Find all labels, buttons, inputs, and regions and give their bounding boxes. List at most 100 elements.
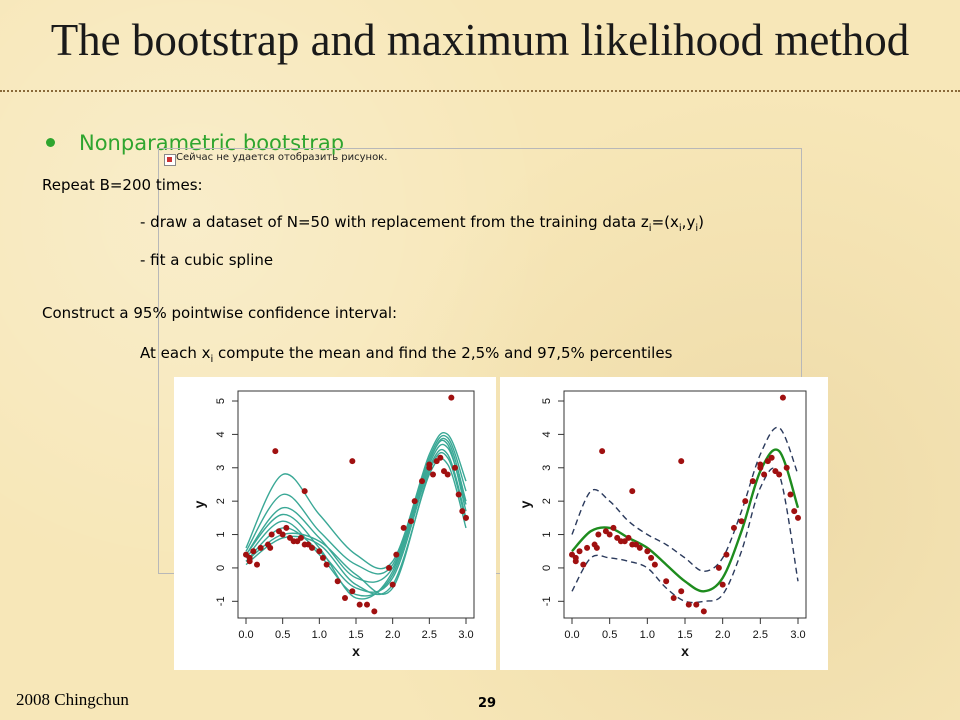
draw-line-comma: ,y xyxy=(681,213,696,231)
fit-line: - fit a cubic spline xyxy=(140,251,274,269)
data-point xyxy=(625,534,632,541)
x-tick-label: 1.5 xyxy=(348,629,363,641)
data-point xyxy=(700,608,707,615)
draw-line-mid: =(x xyxy=(651,213,679,231)
data-point xyxy=(268,531,275,538)
data-point xyxy=(757,461,764,468)
data-point xyxy=(452,464,458,471)
broken-image-icon xyxy=(164,154,176,166)
bullet-text: Nonparametric bootstrap xyxy=(79,131,345,155)
data-point xyxy=(246,554,253,561)
bootstrap-curve xyxy=(245,434,467,575)
data-point xyxy=(593,544,600,551)
data-point xyxy=(629,488,636,495)
y-tick-label: 1 xyxy=(541,531,553,537)
bootstrap-curve xyxy=(245,439,467,600)
data-point xyxy=(761,471,768,478)
data-point xyxy=(393,551,400,558)
data-point xyxy=(408,518,414,525)
data-point xyxy=(572,554,579,561)
data-point xyxy=(742,498,749,505)
data-point xyxy=(371,608,378,615)
bullet-dot-icon xyxy=(46,137,55,147)
bootstrap-curves-plot: 0.0 0.5 1.0 1.5 2.0 2.5 3.0 -1 0 1 2 3 4 5 x y xyxy=(174,377,496,670)
data-point xyxy=(463,514,469,521)
bootstrap-curve xyxy=(245,431,467,570)
data-point xyxy=(400,524,407,531)
x-tick-label: 3.0 xyxy=(458,629,473,641)
data-point xyxy=(444,471,451,478)
data-point xyxy=(254,561,260,568)
subscript-i: i xyxy=(695,223,699,234)
data-point xyxy=(250,548,257,555)
data-point xyxy=(580,561,587,568)
data-point xyxy=(316,548,323,555)
data-point xyxy=(776,471,783,478)
data-point xyxy=(430,471,436,478)
data-point xyxy=(663,578,670,585)
subscript-i: i xyxy=(648,223,652,234)
x-tick-label: 0.0 xyxy=(564,629,579,641)
data-point xyxy=(320,554,326,561)
repeat-line: Repeat B=200 times: xyxy=(42,176,203,194)
data-point xyxy=(455,491,462,498)
data-point xyxy=(693,601,700,608)
y-tick-label: 5 xyxy=(541,398,553,404)
x-tick-label: 1.5 xyxy=(677,629,692,641)
lower-confidence-curve xyxy=(571,467,799,604)
slide-title: The bootstrap and maximum likelihood met… xyxy=(50,15,910,65)
data-point xyxy=(606,531,613,538)
data-point xyxy=(678,458,685,465)
subscript-i: i xyxy=(678,223,682,234)
data-point xyxy=(610,524,617,531)
data-point xyxy=(389,581,396,588)
y-tick-label: -1 xyxy=(541,596,553,606)
data-point xyxy=(651,561,658,568)
y-tick-label: 0 xyxy=(541,565,553,571)
data-point xyxy=(257,544,264,551)
at-each-rest: compute the mean and find the 2,5% and 9… xyxy=(213,344,673,362)
y-tick-label: 2 xyxy=(541,498,553,504)
data-point xyxy=(364,601,370,608)
data-point xyxy=(356,601,363,608)
data-point xyxy=(599,448,606,455)
at-each-text: At each x xyxy=(140,344,211,362)
image-placeholder-text: Сейчас не удается отобразить рисунок. xyxy=(176,152,388,163)
mean-curve xyxy=(571,448,800,593)
data-point xyxy=(349,458,356,465)
data-point xyxy=(349,588,356,595)
data-point xyxy=(437,454,444,461)
data-point xyxy=(267,544,274,551)
draw-line: - draw a dataset of N=50 with replacemen… xyxy=(140,213,704,234)
data-point xyxy=(783,464,790,471)
draw-line-text: - draw a dataset of N=50 with replacemen… xyxy=(140,213,649,231)
data-point xyxy=(595,531,602,538)
data-point xyxy=(768,454,775,461)
data-point xyxy=(738,518,745,525)
y-tick-label: 0 xyxy=(215,565,227,571)
data-point xyxy=(298,534,304,541)
x-axis-label: x xyxy=(681,643,689,659)
data-point xyxy=(584,544,591,551)
data-point xyxy=(342,594,348,601)
data-point xyxy=(576,548,583,555)
data-point xyxy=(419,478,425,485)
data-point xyxy=(426,461,433,468)
data-point xyxy=(795,514,801,521)
data-point xyxy=(670,594,677,601)
data-point xyxy=(723,551,730,558)
footer-author: 2008 Chingchun xyxy=(16,690,129,709)
page-number: 29 xyxy=(478,696,497,711)
data-point xyxy=(678,588,685,595)
data-point xyxy=(334,578,341,585)
data-point xyxy=(301,541,308,548)
data-point xyxy=(644,548,651,555)
data-point xyxy=(749,478,756,485)
data-point xyxy=(787,491,794,498)
upper-confidence-curve xyxy=(571,426,799,573)
y-tick-label: 1 xyxy=(215,531,227,537)
data-point xyxy=(685,601,692,608)
data-point xyxy=(323,561,330,568)
x-tick-label: 2.5 xyxy=(753,629,768,641)
data-point xyxy=(719,581,726,588)
